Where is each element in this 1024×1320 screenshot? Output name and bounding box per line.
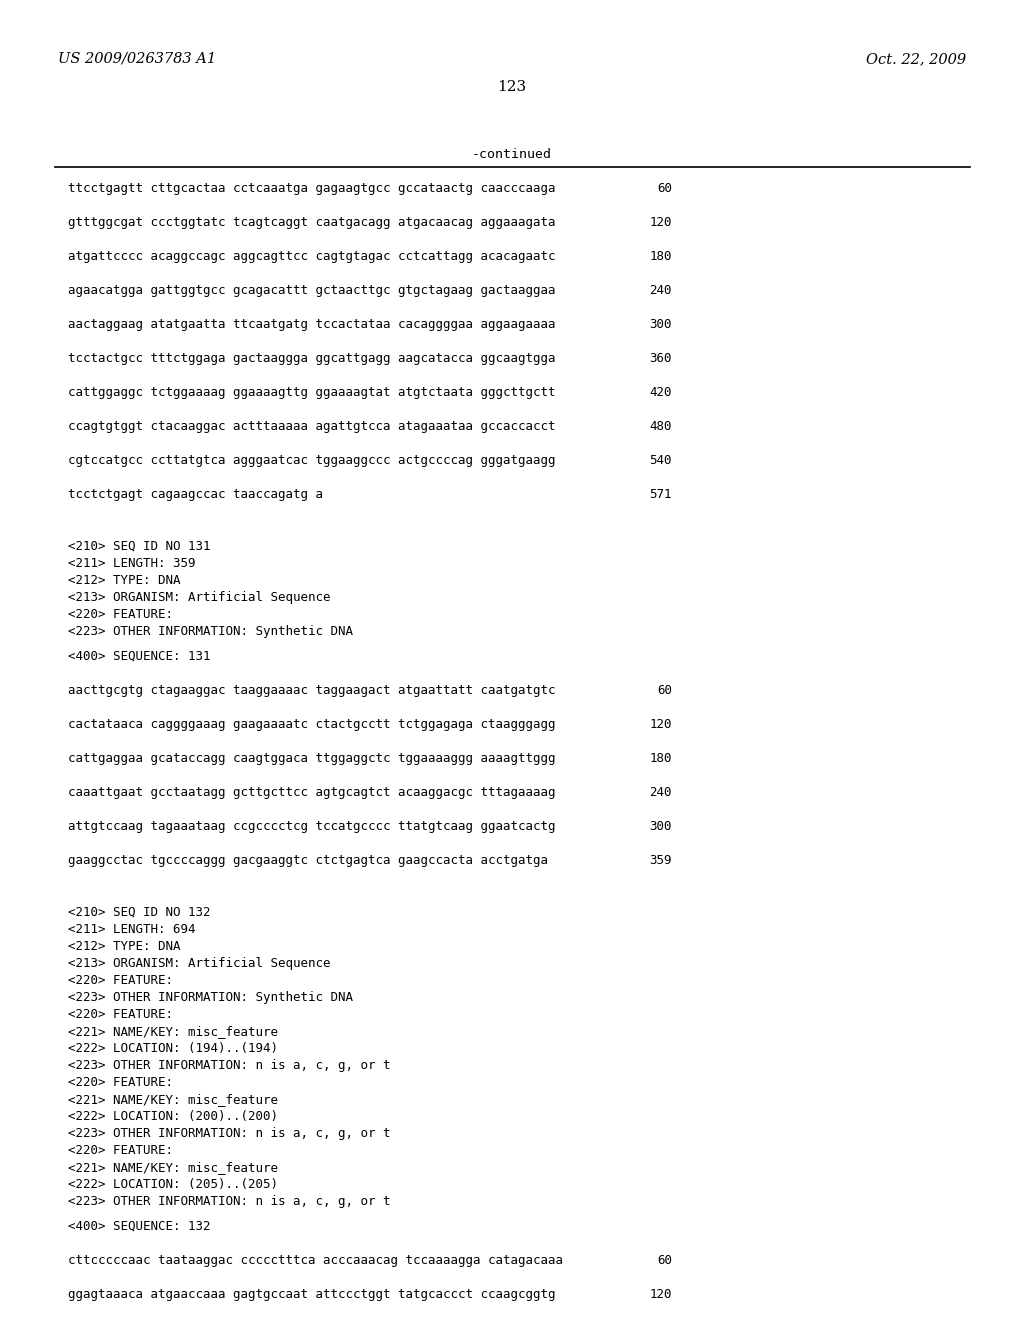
Text: 360: 360 — [649, 352, 672, 366]
Text: ttcctgagtt cttgcactaa cctcaaatga gagaagtgcc gccataactg caacccaaga: ttcctgagtt cttgcactaa cctcaaatga gagaagt… — [68, 182, 555, 195]
Text: <221> NAME/KEY: misc_feature: <221> NAME/KEY: misc_feature — [68, 1162, 278, 1173]
Text: atgattcccc acaggccagc aggcagttcc cagtgtagac cctcattagg acacagaatc: atgattcccc acaggccagc aggcagttcc cagtgta… — [68, 249, 555, 263]
Text: <222> LOCATION: (194)..(194): <222> LOCATION: (194)..(194) — [68, 1041, 278, 1055]
Text: 120: 120 — [649, 718, 672, 731]
Text: attgtccaag tagaaataag ccgcccctcg tccatgcccc ttatgtcaag ggaatcactg: attgtccaag tagaaataag ccgcccctcg tccatgc… — [68, 820, 555, 833]
Text: cgtccatgcc ccttatgtca agggaatcac tggaaggccc actgccccag gggatgaagg: cgtccatgcc ccttatgtca agggaatcac tggaagg… — [68, 454, 555, 467]
Text: <220> FEATURE:: <220> FEATURE: — [68, 974, 173, 987]
Text: <212> TYPE: DNA: <212> TYPE: DNA — [68, 940, 180, 953]
Text: US 2009/0263783 A1: US 2009/0263783 A1 — [58, 51, 216, 66]
Text: cattgaggaa gcataccagg caagtggaca ttggaggctc tggaaaaggg aaaagttggg: cattgaggaa gcataccagg caagtggaca ttggagg… — [68, 752, 555, 766]
Text: caaattgaat gcctaatagg gcttgcttcc agtgcagtct acaaggacgc tttagaaaag: caaattgaat gcctaatagg gcttgcttcc agtgcag… — [68, 785, 555, 799]
Text: 120: 120 — [649, 216, 672, 228]
Text: <222> LOCATION: (205)..(205): <222> LOCATION: (205)..(205) — [68, 1177, 278, 1191]
Text: <223> OTHER INFORMATION: Synthetic DNA: <223> OTHER INFORMATION: Synthetic DNA — [68, 624, 353, 638]
Text: aacttgcgtg ctagaaggac taaggaaaac taggaagact atgaattatt caatgatgtc: aacttgcgtg ctagaaggac taaggaaaac taggaag… — [68, 684, 555, 697]
Text: aactaggaag atatgaatta ttcaatgatg tccactataa cacaggggaa aggaagaaaa: aactaggaag atatgaatta ttcaatgatg tccacta… — [68, 318, 555, 331]
Text: <223> OTHER INFORMATION: n is a, c, g, or t: <223> OTHER INFORMATION: n is a, c, g, o… — [68, 1195, 390, 1208]
Text: <211> LENGTH: 694: <211> LENGTH: 694 — [68, 923, 196, 936]
Text: <210> SEQ ID NO 131: <210> SEQ ID NO 131 — [68, 540, 211, 553]
Text: agaacatgga gattggtgcc gcagacattt gctaacttgc gtgctagaag gactaaggaa: agaacatgga gattggtgcc gcagacattt gctaact… — [68, 284, 555, 297]
Text: tcctctgagt cagaagccac taaccagatg a: tcctctgagt cagaagccac taaccagatg a — [68, 488, 323, 502]
Text: 240: 240 — [649, 284, 672, 297]
Text: <220> FEATURE:: <220> FEATURE: — [68, 1144, 173, 1158]
Text: <220> FEATURE:: <220> FEATURE: — [68, 609, 173, 620]
Text: 240: 240 — [649, 785, 672, 799]
Text: 480: 480 — [649, 420, 672, 433]
Text: <213> ORGANISM: Artificial Sequence: <213> ORGANISM: Artificial Sequence — [68, 591, 331, 605]
Text: 300: 300 — [649, 820, 672, 833]
Text: gaaggcctac tgccccaggg gacgaaggtc ctctgagtca gaagccacta acctgatga: gaaggcctac tgccccaggg gacgaaggtc ctctgag… — [68, 854, 548, 867]
Text: <222> LOCATION: (200)..(200): <222> LOCATION: (200)..(200) — [68, 1110, 278, 1123]
Text: 300: 300 — [649, 318, 672, 331]
Text: 123: 123 — [498, 81, 526, 94]
Text: <210> SEQ ID NO 132: <210> SEQ ID NO 132 — [68, 906, 211, 919]
Text: 120: 120 — [649, 1288, 672, 1302]
Text: <211> LENGTH: 359: <211> LENGTH: 359 — [68, 557, 196, 570]
Text: <221> NAME/KEY: misc_feature: <221> NAME/KEY: misc_feature — [68, 1026, 278, 1038]
Text: cattggaggc tctggaaaag ggaaaagttg ggaaaagtat atgtctaata gggcttgctt: cattggaggc tctggaaaag ggaaaagttg ggaaaag… — [68, 385, 555, 399]
Text: 180: 180 — [649, 752, 672, 766]
Text: 180: 180 — [649, 249, 672, 263]
Text: gtttggcgat ccctggtatc tcagtcaggt caatgacagg atgacaacag aggaaagata: gtttggcgat ccctggtatc tcagtcaggt caatgac… — [68, 216, 555, 228]
Text: <212> TYPE: DNA: <212> TYPE: DNA — [68, 574, 180, 587]
Text: <223> OTHER INFORMATION: Synthetic DNA: <223> OTHER INFORMATION: Synthetic DNA — [68, 991, 353, 1005]
Text: 60: 60 — [657, 684, 672, 697]
Text: -continued: -continued — [472, 148, 552, 161]
Text: <220> FEATURE:: <220> FEATURE: — [68, 1076, 173, 1089]
Text: 60: 60 — [657, 182, 672, 195]
Text: 359: 359 — [649, 854, 672, 867]
Text: cactataaca caggggaaag gaagaaaatc ctactgcctt tctggagaga ctaagggagg: cactataaca caggggaaag gaagaaaatc ctactgc… — [68, 718, 555, 731]
Text: Oct. 22, 2009: Oct. 22, 2009 — [866, 51, 966, 66]
Text: 60: 60 — [657, 1254, 672, 1267]
Text: <223> OTHER INFORMATION: n is a, c, g, or t: <223> OTHER INFORMATION: n is a, c, g, o… — [68, 1059, 390, 1072]
Text: cttcccccaac taataaggac ccccctttca acccaaacag tccaaaagga catagacaaa: cttcccccaac taataaggac ccccctttca acccaa… — [68, 1254, 563, 1267]
Text: 571: 571 — [649, 488, 672, 502]
Text: tcctactgcc tttctggaga gactaaggga ggcattgagg aagcatacca ggcaagtgga: tcctactgcc tttctggaga gactaaggga ggcattg… — [68, 352, 555, 366]
Text: 540: 540 — [649, 454, 672, 467]
Text: <221> NAME/KEY: misc_feature: <221> NAME/KEY: misc_feature — [68, 1093, 278, 1106]
Text: ccagtgtggt ctacaaggac actttaaaaa agattgtcca atagaaataa gccaccacct: ccagtgtggt ctacaaggac actttaaaaa agattgt… — [68, 420, 555, 433]
Text: <400> SEQUENCE: 131: <400> SEQUENCE: 131 — [68, 649, 211, 663]
Text: 420: 420 — [649, 385, 672, 399]
Text: <223> OTHER INFORMATION: n is a, c, g, or t: <223> OTHER INFORMATION: n is a, c, g, o… — [68, 1127, 390, 1140]
Text: <400> SEQUENCE: 132: <400> SEQUENCE: 132 — [68, 1220, 211, 1233]
Text: <213> ORGANISM: Artificial Sequence: <213> ORGANISM: Artificial Sequence — [68, 957, 331, 970]
Text: ggagtaaaca atgaaccaaa gagtgccaat attccctggt tatgcaccct ccaagcggtg: ggagtaaaca atgaaccaaa gagtgccaat attccct… — [68, 1288, 555, 1302]
Text: <220> FEATURE:: <220> FEATURE: — [68, 1008, 173, 1020]
